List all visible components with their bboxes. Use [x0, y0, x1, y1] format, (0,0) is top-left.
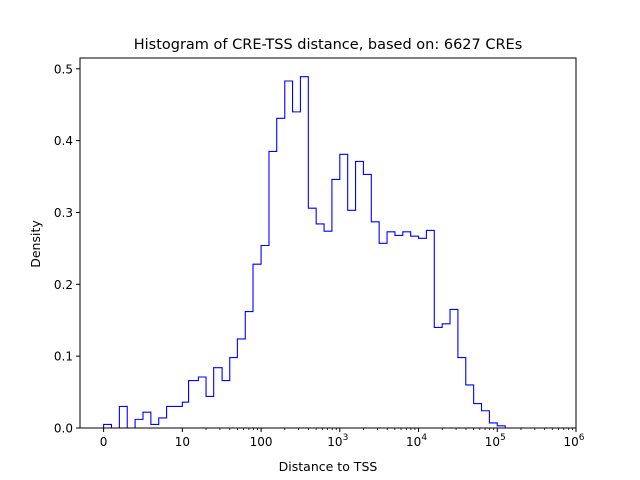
x-tick-label: 10	[175, 435, 190, 449]
y-tick-label: 0.2	[54, 278, 73, 292]
y-tick-label: 0.1	[54, 350, 73, 364]
y-tick-label: 0.5	[54, 62, 73, 76]
axes: 0 10 100 103 104 105 106 0.0 0.1 0.2 0.3 0.4 0.5	[54, 57, 585, 449]
x-tick-label: 0	[100, 435, 108, 449]
x-tick-label: 100	[250, 435, 273, 449]
x-tick-label: 105	[485, 433, 506, 449]
x-tick-label: 103	[327, 433, 348, 449]
y-axis-label: Density	[28, 220, 43, 268]
y-tick-label: 0.0	[54, 422, 73, 436]
chart-title: Histogram of CRE-TSS distance, based on:…	[134, 37, 523, 53]
y-tick-label: 0.3	[54, 206, 73, 220]
x-tick-label: 106	[563, 433, 584, 449]
histogram-series-0	[103, 76, 545, 429]
x-axis-label: Distance to TSS	[279, 459, 378, 474]
plot-area	[103, 76, 545, 429]
y-tick-label: 0.4	[54, 134, 73, 148]
plot-frame	[79, 57, 577, 429]
x-tick-label: 104	[406, 433, 427, 449]
